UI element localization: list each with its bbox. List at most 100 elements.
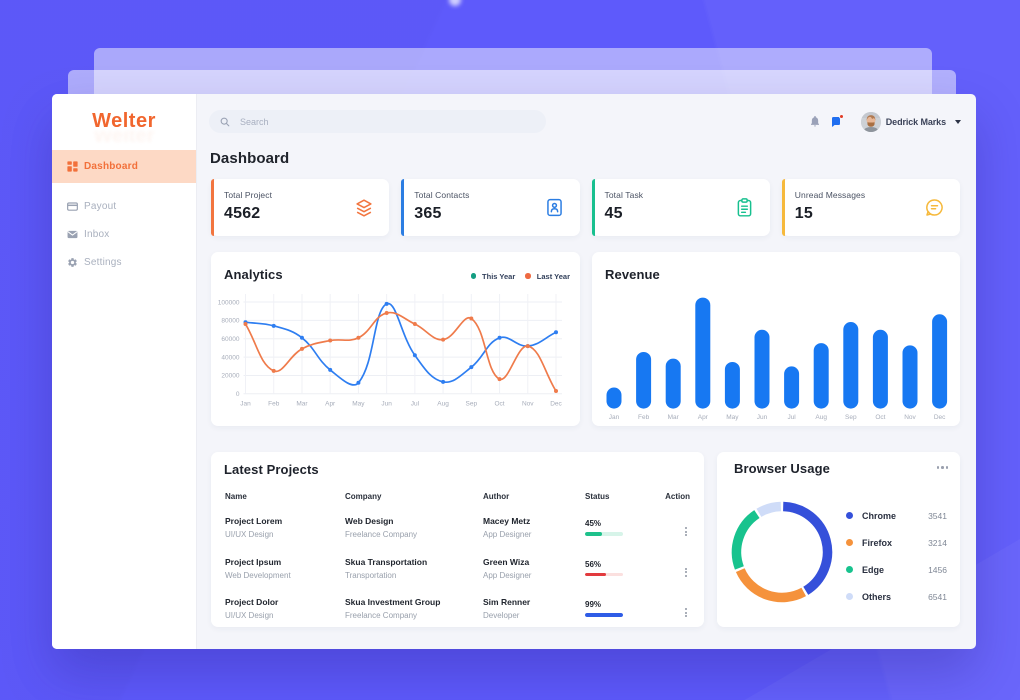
legend-label: Last Year: [536, 271, 570, 281]
revenue-bar-chart: Jan Feb Mar Apr May Jun Jul Aug Sep Oct Nov Dec: [606, 297, 948, 421]
stat-label: Total Contacts: [414, 190, 470, 200]
stat-label: Unread Messages: [794, 190, 866, 200]
search-input[interactable]: Search: [209, 110, 546, 133]
browser-count: 3541: [928, 510, 947, 521]
browser-legend-row[interactable]: Edge 1456: [846, 561, 947, 578]
contact-book-icon: [544, 197, 566, 219]
svg-text:80000: 80000: [221, 318, 239, 325]
stat-label: Total Task: [604, 190, 644, 200]
stat-value: 365: [414, 205, 442, 222]
svg-text:Dec: Dec: [934, 414, 946, 421]
svg-text:Mar: Mar: [296, 400, 308, 407]
stat-value: 4562: [224, 205, 261, 222]
legend-dot: [846, 566, 853, 573]
cell-main: Macey Metz: [483, 516, 531, 526]
svg-text:Oct: Oct: [875, 414, 885, 421]
svg-text:40000: 40000: [221, 354, 239, 361]
cell-sub: App Designer: [483, 530, 532, 539]
stat-card-total-project[interactable]: Total Project 4562: [211, 179, 390, 236]
user-name[interactable]: Dedrick Marks: [885, 116, 946, 127]
analytics-header: Analytics This Year Last Year: [224, 267, 570, 282]
cell-main: Project Lorem: [225, 516, 283, 526]
browser-count: 1456: [928, 564, 947, 575]
analytics-card: Analytics This Year Last Year 0 20000 4000…: [211, 252, 580, 426]
notification-dot: [838, 113, 844, 119]
latest-projects-card: Latest Projects Name Company Author Stat…: [211, 452, 704, 627]
bell-icon[interactable]: [809, 115, 821, 128]
caret-down-icon[interactable]: [955, 119, 961, 124]
svg-text:Jan: Jan: [240, 400, 251, 407]
svg-text:100000: 100000: [218, 299, 240, 306]
cell-sub: Freelance Company: [345, 611, 418, 620]
clipboard-icon: [734, 197, 756, 219]
stat-value: 45: [604, 205, 623, 222]
browser-name: Edge: [862, 564, 885, 575]
svg-text:60000: 60000: [221, 336, 239, 343]
analytics-legend: This Year Last Year: [470, 271, 570, 281]
page-title: Dashboard: [210, 150, 290, 167]
revenue-card: Revenue Jan Feb Mar Apr May Jun Jul Aug Sep Oct No…: [592, 252, 960, 426]
row-menu-icon[interactable]: [685, 527, 687, 536]
svg-text:Jun: Jun: [757, 414, 768, 421]
legend-dot: [846, 593, 853, 600]
chat-bubble-icon: [924, 197, 946, 219]
status-cell: 56%: [585, 557, 623, 576]
svg-text:Dec: Dec: [550, 400, 562, 407]
sidebar-item-settings[interactable]: Settings: [52, 250, 196, 274]
main-content: Search: [197, 94, 976, 649]
svg-text:Nov: Nov: [904, 414, 916, 421]
svg-text:Jul: Jul: [787, 414, 796, 421]
cell-sub: UI/UX Design: [225, 530, 274, 539]
layers-icon: [353, 197, 375, 219]
sidebar-item-label: Payout: [84, 200, 117, 212]
legend-item-last-year[interactable]: Last Year: [525, 272, 570, 281]
legend-dot: [846, 539, 853, 546]
row-menu-icon[interactable]: [685, 567, 687, 577]
sidebar-item-label: Dashboard: [84, 161, 139, 172]
legend-item-this-year[interactable]: This Year: [470, 271, 516, 281]
browser-legend-row[interactable]: Firefox 3214: [846, 534, 947, 551]
cell-main: Project Ipsum: [225, 556, 282, 567]
status-cell: 45%: [585, 516, 623, 536]
stat-card-total-task[interactable]: Total Task 45: [591, 179, 770, 236]
more-options-icon[interactable]: [936, 466, 948, 469]
svg-text:Feb: Feb: [638, 414, 650, 421]
stat-card-unread-messages[interactable]: Unread Messages 15: [781, 179, 960, 236]
browser-legend-row[interactable]: Others 6541: [846, 588, 947, 605]
browser-usage-header: Browser Usage: [734, 461, 948, 476]
row-menu-icon[interactable]: [685, 608, 687, 617]
cell-main: Skua Investment Group: [345, 597, 441, 607]
svg-text:Mar: Mar: [668, 414, 680, 421]
column-header-author: Author: [483, 492, 510, 501]
svg-text:May: May: [352, 400, 365, 407]
avatar[interactable]: [860, 111, 881, 132]
row-actions: [685, 516, 690, 536]
row-actions: [685, 557, 690, 577]
sidebar-item-payout[interactable]: Payout: [52, 194, 196, 218]
svg-text:Apr: Apr: [698, 414, 709, 421]
app-window: Welter Welter Dashboard: [52, 94, 976, 649]
stat-cards-row: Total Project 4562 Total Contacts 365: [211, 179, 960, 236]
svg-text:Jul: Jul: [411, 400, 420, 407]
legend-dot: [846, 512, 853, 519]
dashboard-grid-icon: [67, 161, 78, 172]
column-header-status: Status: [585, 492, 610, 501]
chat-notification-icon[interactable]: [830, 113, 844, 128]
browser-count: 3214: [928, 537, 947, 548]
cell-main: Sim Renner: [483, 597, 531, 607]
svg-text:Oct: Oct: [494, 400, 504, 407]
browser-legend-row[interactable]: Chrome 3541: [846, 507, 947, 524]
svg-text:Aug: Aug: [815, 414, 827, 421]
svg-text:Feb: Feb: [268, 400, 280, 407]
sidebar-item-dashboard[interactable]: Dashboard: [52, 150, 196, 183]
progress-bar: [585, 532, 623, 536]
search-icon: [220, 117, 230, 126]
stat-card-total-contacts[interactable]: Total Contacts 365: [401, 179, 580, 236]
cell-main: Green Wiza: [483, 556, 530, 567]
svg-text:Nov: Nov: [522, 400, 534, 407]
topbar-actions: Dedrick Marks: [809, 110, 961, 133]
legend-label: This Year: [482, 271, 516, 281]
browser-usage-legend: Chrome 3541 Firefox 3214 Edge 1456 Others 6541: [846, 507, 947, 615]
browser-name: Chrome: [862, 510, 897, 521]
sidebar-item-inbox[interactable]: Inbox: [52, 222, 196, 246]
